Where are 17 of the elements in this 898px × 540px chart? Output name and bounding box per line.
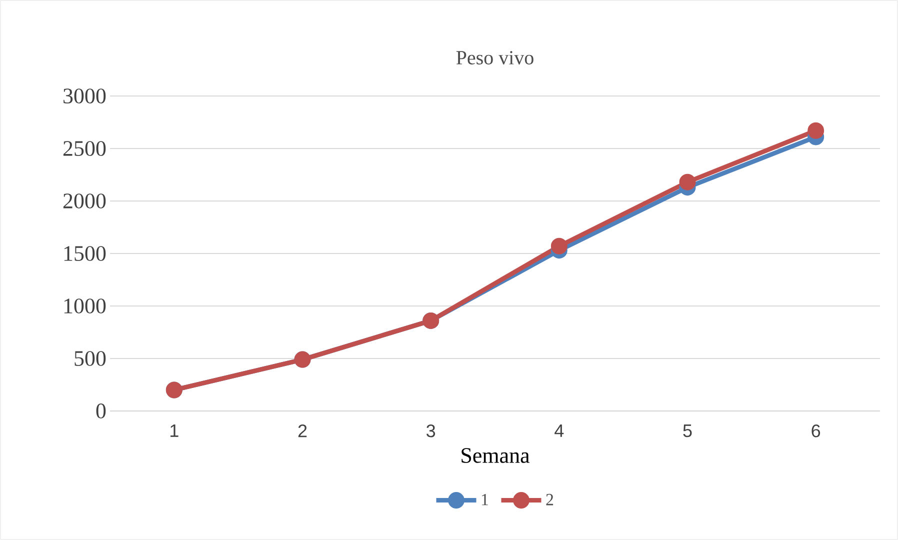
y-tick-label: 0 [96,404,106,418]
y-tick-label: 1000 [64,298,106,314]
x-tick-label: 3 [426,424,436,438]
x-tick-label: 2 [298,424,307,438]
y-tick-label: 2000 [63,194,106,208]
legend-label: 1 [482,494,488,506]
x-axis-title: Semana [462,448,530,463]
x-tick-label: 6 [812,424,820,438]
x-tick-label: 1 [170,424,178,437]
y-tick-label: 500 [74,351,106,366]
y-tick-label: 2500 [63,141,106,156]
y-tick-label: 3000 [64,88,106,104]
legend-label: 2 [546,494,554,506]
x-tick-label: 4 [554,424,564,437]
chart-title: Peso vivo [456,51,534,64]
x-tick-label: 5 [683,424,692,438]
y-tick-label: 1500 [64,246,106,261]
